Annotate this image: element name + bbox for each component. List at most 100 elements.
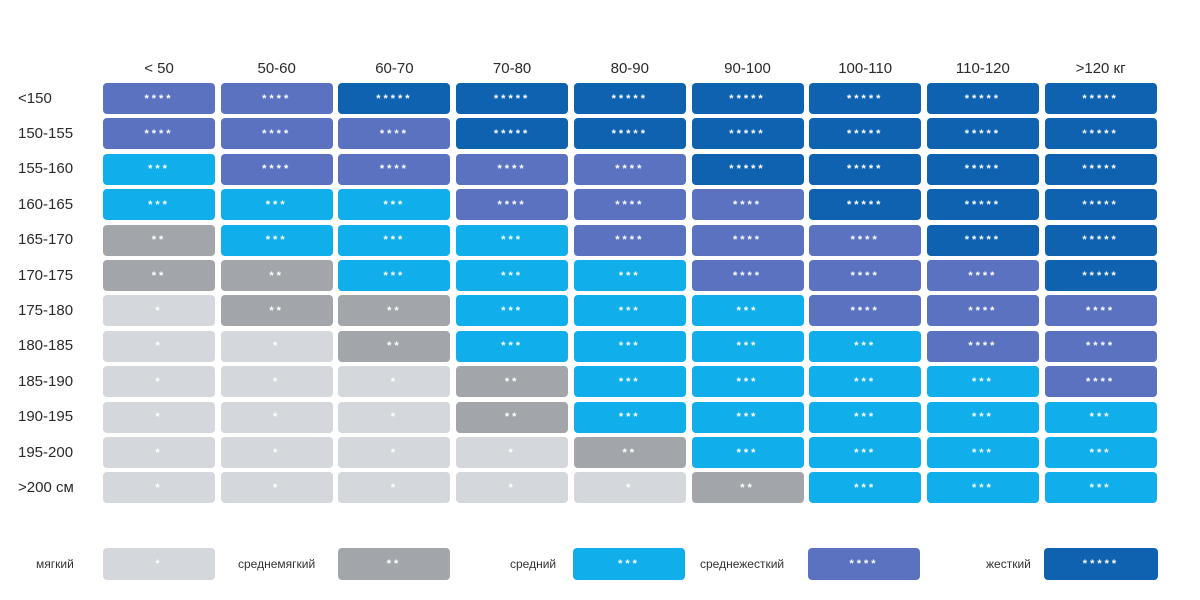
heatmap-cell: *	[103, 437, 215, 468]
heatmap-cell: ***	[809, 437, 922, 468]
row-header: >200 см	[18, 478, 74, 496]
heatmap-cell: *****	[338, 83, 451, 114]
row-header: 190-195	[18, 408, 74, 426]
heatmap-cell: ***	[103, 189, 215, 221]
heatmap-cell: ***	[926, 401, 1039, 433]
heatmap-cell: *****	[926, 153, 1039, 185]
row-header: 170-175	[18, 266, 74, 284]
column-header: < 50	[144, 60, 174, 77]
heatmap-cell: *	[103, 401, 215, 433]
heatmap-cell: ***	[691, 437, 804, 468]
column-header: 100-110	[838, 60, 893, 77]
heatmap-cell: ****	[926, 330, 1039, 362]
heatmap-cell: *****	[926, 224, 1039, 256]
legend-swatch: ***	[573, 548, 685, 580]
heatmap-cell: *****	[691, 118, 804, 150]
heatmap-cell: **	[220, 260, 333, 291]
row-header: 165-170	[18, 231, 74, 249]
heatmap-cell: ****	[691, 224, 804, 256]
heatmap-cell: *	[103, 330, 215, 362]
heatmap-cell: ***	[691, 366, 804, 398]
heatmap-cell: ***	[691, 295, 804, 327]
heatmap-cell: *****	[456, 83, 569, 114]
heatmap-cell: *****	[926, 118, 1039, 150]
heatmap-cell: *****	[1044, 260, 1157, 291]
column-header: 80-90	[610, 60, 649, 77]
heatmap-cell: ****	[103, 83, 215, 114]
heatmap-cell: ***	[220, 224, 333, 256]
heatmap-cell: ***	[456, 224, 569, 256]
heatmap-cell: *****	[926, 83, 1039, 114]
legend-label: жесткий	[986, 557, 1031, 571]
heatmap-cell: ****	[338, 118, 451, 150]
heatmap-cell: *	[573, 472, 686, 504]
legend-label: среднемягкий	[238, 557, 316, 571]
heatmap-cell: ****	[220, 83, 333, 114]
legend-swatch: ****	[808, 548, 920, 580]
heatmap-cell: ****	[573, 224, 686, 256]
heatmap-cell: ***	[926, 437, 1039, 468]
heatmap-cell: ***	[1044, 472, 1157, 504]
heatmap-cell: *****	[809, 83, 922, 114]
heatmap-cell: ****	[103, 118, 215, 150]
row-header: 150-155	[18, 124, 74, 142]
heatmap-cell: *****	[926, 189, 1039, 221]
heatmap-cell: *****	[691, 83, 804, 114]
heatmap-cell: *	[338, 437, 451, 468]
heatmap-cell: ***	[573, 366, 686, 398]
heatmap-cell: ****	[926, 260, 1039, 291]
heatmap-cell: ***	[1044, 437, 1157, 468]
heatmap-cell: ****	[220, 153, 333, 185]
heatmap-cell: *****	[573, 83, 686, 114]
heatmap-cell: ****	[456, 189, 569, 221]
heatmap-cell: *****	[1044, 189, 1157, 221]
legend-label: средний	[510, 557, 557, 571]
heatmap-cell: *****	[1044, 83, 1157, 114]
heatmap-cell: *	[220, 401, 333, 433]
heatmap-cell: **	[338, 295, 451, 327]
heatmap-cell: ****	[573, 189, 686, 221]
heatmap-cell: ***	[809, 366, 922, 398]
heatmap-cell: *	[220, 330, 333, 362]
heatmap-cell: ***	[338, 224, 451, 256]
heatmap-cell: ****	[809, 295, 922, 327]
heatmap-cell: ***	[456, 330, 569, 362]
heatmap-cell: ***	[926, 366, 1039, 398]
heatmap-cell: ****	[926, 295, 1039, 327]
heatmap-cell: *	[338, 366, 451, 398]
heatmap-cell: *****	[809, 189, 922, 221]
heatmap-cell: ***	[573, 401, 686, 433]
heatmap-cell: **	[456, 366, 569, 398]
heatmap-cell: **	[691, 472, 804, 504]
heatmap-cell: *	[456, 437, 569, 468]
heatmap-cell: **	[220, 295, 333, 327]
heatmap-cell: ***	[809, 401, 922, 433]
heatmap-cell: **	[338, 330, 451, 362]
heatmap-cell: ****	[1044, 330, 1157, 362]
legend-swatch: **	[338, 548, 450, 580]
heatmap-cell: *****	[456, 118, 569, 150]
heatmap-cell: ****	[1044, 295, 1157, 327]
heatmap-cell: *	[338, 401, 451, 433]
heatmap-cell: *	[220, 366, 333, 398]
heatmap-cell: *****	[809, 118, 922, 150]
row-header: 185-190	[18, 372, 74, 390]
heatmap-cell: ***	[103, 153, 215, 185]
row-header: <150	[18, 89, 52, 107]
heatmap-cell: ***	[691, 401, 804, 433]
heatmap-cell: ***	[809, 472, 922, 504]
heatmap-cell: ****	[691, 189, 804, 221]
heatmap-cell: *****	[1044, 153, 1157, 185]
legend-swatch: *****	[1044, 548, 1158, 580]
column-header: 70-80	[492, 60, 532, 77]
heatmap-cell: *****	[1044, 118, 1157, 150]
heatmap-cell: **	[103, 224, 215, 256]
heatmap-cell: ***	[456, 295, 569, 327]
heatmap-cell: ***	[573, 295, 686, 327]
heatmap-cell: *	[103, 366, 215, 398]
heatmap-cell: **	[456, 401, 569, 433]
heatmap-cell: ****	[220, 118, 333, 150]
heatmap-cell: ***	[338, 189, 451, 221]
heatmap-cell: **	[573, 437, 686, 468]
